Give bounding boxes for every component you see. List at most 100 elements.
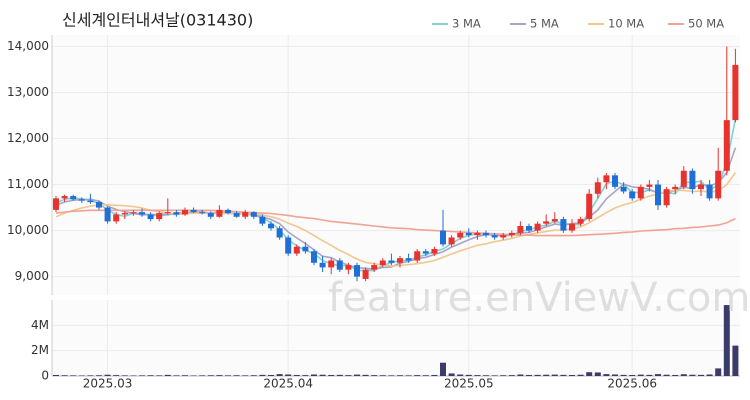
candle-body <box>293 246 300 254</box>
volume-bar <box>173 375 180 376</box>
volume-bar <box>87 375 94 376</box>
volume-tick-label: 4M <box>31 318 49 332</box>
volume-bar <box>629 374 636 376</box>
volume-bar <box>371 375 378 376</box>
candle-body <box>139 212 145 215</box>
candle-body <box>526 225 532 231</box>
volume-bar <box>121 375 128 376</box>
volume-bar <box>474 375 481 376</box>
volume-bar <box>405 375 412 376</box>
volume-bar <box>732 345 739 376</box>
volume-bar <box>354 374 360 376</box>
candle-body <box>311 251 317 263</box>
volume-bar <box>465 374 472 376</box>
legend-label: 50 MA <box>688 17 724 31</box>
candle-body <box>543 221 550 224</box>
volume-bars <box>53 305 739 376</box>
volume-bar <box>182 375 188 376</box>
candle-body <box>250 212 257 217</box>
legend-label: 3 MA <box>452 17 481 31</box>
candle-body <box>706 184 713 199</box>
volume-bar <box>336 374 343 376</box>
y-tick-label: 9,000 <box>15 269 49 283</box>
candle-body <box>113 214 120 222</box>
volume-bar <box>672 374 679 376</box>
volume-bar <box>655 374 661 376</box>
volume-panel <box>52 300 740 376</box>
volume-bar <box>543 374 550 376</box>
candle-body <box>78 199 85 201</box>
y-tick-label: 14,000 <box>7 39 49 53</box>
candle-body <box>577 219 584 224</box>
candle-body <box>414 251 421 261</box>
candle-body <box>715 170 722 199</box>
candle-body <box>259 216 266 224</box>
volume-bar <box>723 305 730 376</box>
candle-body <box>629 191 636 199</box>
volume-bar <box>551 374 558 376</box>
candle-body <box>655 184 661 206</box>
volume-bar <box>311 374 317 376</box>
candle-body <box>491 235 498 238</box>
x-tick-label: 2025.04 <box>263 377 313 391</box>
candle-body <box>388 260 395 263</box>
volume-bar <box>569 374 575 376</box>
candle-body <box>440 230 446 245</box>
candle-body <box>336 260 343 270</box>
candle-body <box>242 212 249 217</box>
legend: 3 MA 5 MA 10 MA 50 MA <box>432 17 724 31</box>
volume-bar <box>457 374 464 376</box>
candle-body <box>182 209 188 215</box>
volume-bar <box>612 374 618 376</box>
candle-body <box>285 237 292 254</box>
candle-body <box>147 214 154 220</box>
volume-bar <box>637 374 644 376</box>
candle-body <box>302 246 309 252</box>
watermark: feature.enViewV.com <box>328 275 750 321</box>
volume-bar <box>96 375 102 376</box>
volume-bar <box>448 373 455 376</box>
candle-body <box>70 196 77 200</box>
candle-body <box>508 232 515 236</box>
candle-body <box>534 223 541 231</box>
candle-body <box>560 219 567 231</box>
candle-body <box>96 202 102 208</box>
candle-body <box>620 186 627 192</box>
price-panel <box>52 35 740 295</box>
volume-bar <box>508 375 515 376</box>
volume-bar <box>164 374 171 376</box>
candle-body <box>646 184 653 187</box>
volume-tick-label: 0 <box>41 369 49 383</box>
volume-bar <box>293 374 300 376</box>
y-tick-label: 10,000 <box>7 223 49 237</box>
x-tick-label: 2025.03 <box>83 377 133 391</box>
candle-body <box>500 235 507 238</box>
candle-body <box>190 209 197 213</box>
candle-body <box>732 64 739 121</box>
candle-body <box>130 212 137 214</box>
volume-bar <box>156 375 163 376</box>
candle-body <box>233 213 240 217</box>
candle-body <box>698 184 704 190</box>
y-tick-label: 11,000 <box>7 177 49 191</box>
volume-bar <box>594 372 601 376</box>
candle-body <box>207 213 214 217</box>
candle-body <box>276 228 283 238</box>
volume-bar <box>250 375 257 376</box>
candle-body <box>319 262 326 268</box>
volume-bar <box>130 375 137 376</box>
volume-bar <box>104 374 111 376</box>
candle-body <box>431 248 438 254</box>
x-tick-label: 2025.05 <box>444 377 494 391</box>
ma-line <box>55 172 737 267</box>
candle-body <box>586 193 593 220</box>
candle-body <box>173 212 180 215</box>
volume-bar <box>379 375 386 376</box>
volume-bar <box>147 375 154 376</box>
volume-bar <box>689 374 696 376</box>
volume-bar <box>242 375 249 376</box>
candle-body <box>448 237 455 245</box>
moving-averages <box>55 118 737 272</box>
candle-body <box>121 213 128 215</box>
candle-body <box>328 260 335 268</box>
